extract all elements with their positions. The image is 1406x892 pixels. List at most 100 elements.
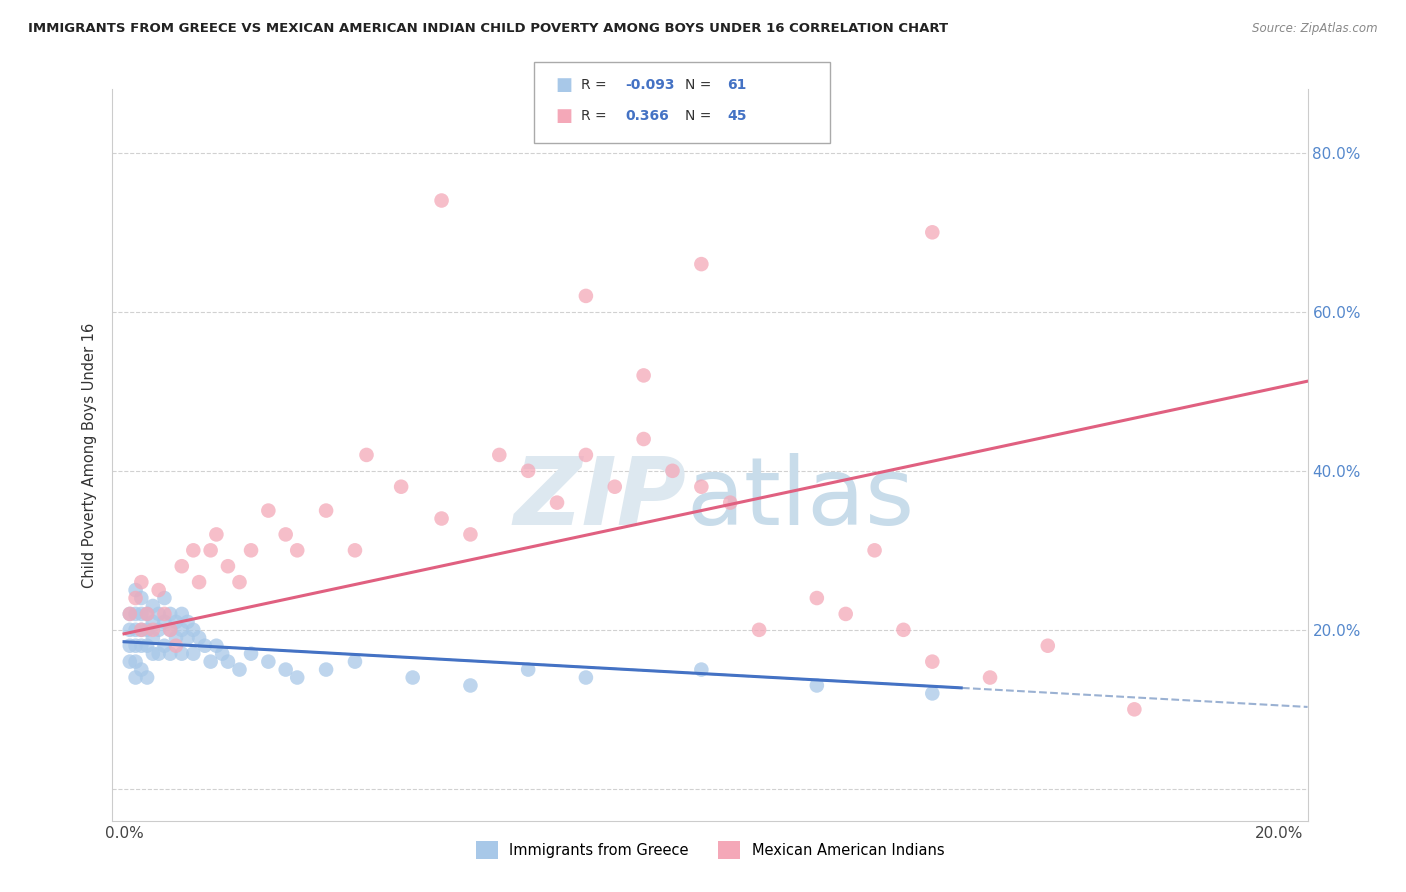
Point — [124, 591, 146, 605]
Point — [460, 527, 482, 541]
Text: -0.093: -0.093 — [626, 78, 675, 92]
Point — [118, 607, 141, 621]
Point — [131, 607, 153, 621]
Point — [181, 543, 204, 558]
Point — [170, 623, 193, 637]
Point — [633, 432, 655, 446]
Point — [315, 663, 337, 677]
Point — [142, 623, 165, 637]
Point — [118, 623, 141, 637]
Point — [356, 448, 378, 462]
Point — [806, 678, 828, 692]
Point — [921, 225, 943, 239]
Point — [633, 368, 655, 383]
Point — [131, 623, 153, 637]
Point — [194, 639, 217, 653]
Point — [153, 607, 176, 621]
Point — [142, 647, 165, 661]
Point — [217, 655, 239, 669]
Point — [124, 671, 146, 685]
Point — [136, 607, 159, 621]
Point — [148, 623, 170, 637]
Point — [575, 289, 598, 303]
Point — [430, 511, 453, 525]
Point — [274, 527, 297, 541]
Point — [136, 607, 159, 621]
Point — [153, 615, 176, 629]
Point — [118, 655, 141, 669]
Text: Source: ZipAtlas.com: Source: ZipAtlas.com — [1253, 22, 1378, 36]
Point — [131, 575, 153, 590]
Text: R =: R = — [581, 78, 610, 92]
Text: 0.366: 0.366 — [626, 109, 669, 123]
Text: ■: ■ — [555, 76, 572, 94]
Point — [176, 615, 198, 629]
Point — [228, 663, 250, 677]
Point — [517, 464, 540, 478]
Point — [188, 575, 211, 590]
Point — [124, 655, 146, 669]
Point — [921, 686, 943, 700]
Point — [205, 527, 228, 541]
Point — [257, 503, 280, 517]
Point — [274, 663, 297, 677]
Point — [148, 647, 170, 661]
Point — [240, 543, 263, 558]
Point — [118, 607, 141, 621]
Point — [285, 543, 308, 558]
Point — [170, 647, 193, 661]
Point — [240, 647, 263, 661]
Point — [153, 639, 176, 653]
Point — [131, 623, 153, 637]
Point — [603, 480, 626, 494]
Point — [159, 623, 181, 637]
Point — [718, 495, 741, 509]
Point — [148, 583, 170, 598]
Point — [661, 464, 683, 478]
Point — [389, 480, 412, 494]
Point — [834, 607, 856, 621]
Point — [124, 639, 146, 653]
Point — [165, 615, 187, 629]
Point — [159, 647, 181, 661]
Point — [690, 480, 713, 494]
Point — [124, 607, 146, 621]
Point — [893, 623, 915, 637]
Point — [159, 623, 181, 637]
Point — [200, 543, 222, 558]
Point — [188, 631, 211, 645]
Point — [430, 194, 453, 208]
Point — [165, 639, 187, 653]
Point — [285, 671, 308, 685]
Point — [200, 655, 222, 669]
Point — [1036, 639, 1059, 653]
Point — [136, 623, 159, 637]
Point — [517, 663, 540, 677]
Point — [1123, 702, 1146, 716]
Y-axis label: Child Poverty Among Boys Under 16: Child Poverty Among Boys Under 16 — [82, 322, 97, 588]
Point — [131, 591, 153, 605]
Point — [257, 655, 280, 669]
Point — [142, 631, 165, 645]
Point — [124, 623, 146, 637]
Text: ZIP: ZIP — [513, 453, 686, 545]
Point — [131, 639, 153, 653]
Point — [205, 639, 228, 653]
Point — [159, 607, 181, 621]
Point — [170, 559, 193, 574]
Point — [142, 615, 165, 629]
Point — [148, 607, 170, 621]
Point — [343, 543, 366, 558]
Point — [690, 257, 713, 271]
Text: 45: 45 — [727, 109, 747, 123]
Text: ■: ■ — [555, 107, 572, 125]
Point — [176, 631, 198, 645]
Point — [170, 607, 193, 621]
Point — [142, 599, 165, 613]
Point — [315, 503, 337, 517]
Text: N =: N = — [685, 109, 716, 123]
Point — [136, 639, 159, 653]
Point — [131, 663, 153, 677]
Point — [806, 591, 828, 605]
Point — [690, 663, 713, 677]
